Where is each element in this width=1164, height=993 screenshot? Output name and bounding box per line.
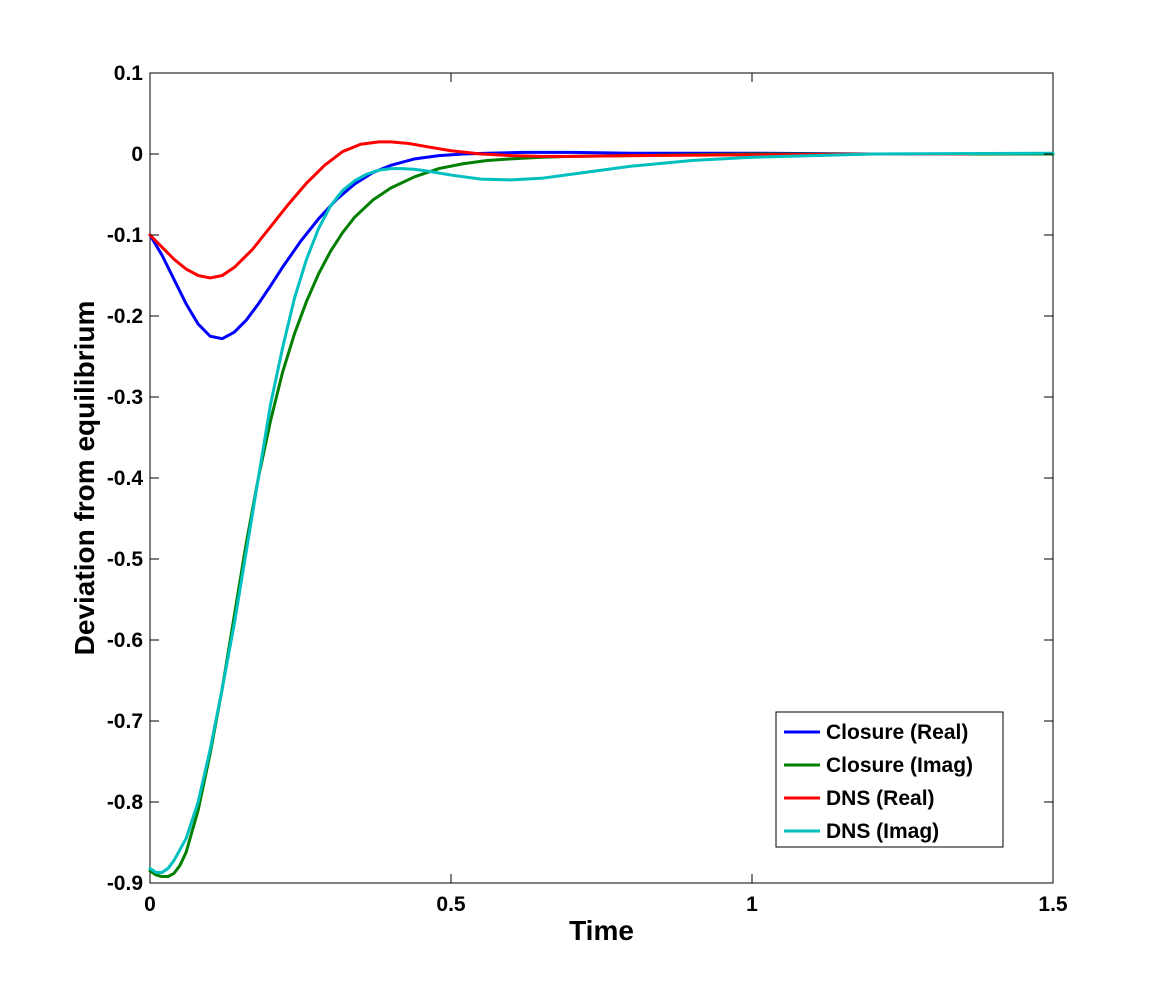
y-tick-label: -0.9 (107, 872, 143, 895)
x-tick-labels: 0 0.5 1 1.5 (144, 893, 1068, 916)
y-tick-label: -0.8 (107, 791, 144, 814)
legend-label: DNS (Real) (826, 787, 935, 810)
legend-item: DNS (Imag) (784, 820, 939, 843)
y-tick-label: -0.2 (107, 305, 143, 328)
y-tick-label: -0.3 (107, 386, 143, 409)
x-tick-label: 1 (746, 893, 758, 916)
legend-label: Closure (Real) (826, 721, 968, 744)
y-tick-label: -0.1 (107, 224, 144, 247)
legend-item: DNS (Real) (784, 787, 935, 810)
legend-item: Closure (Imag) (784, 754, 973, 777)
y-tick-label: 0.1 (114, 62, 144, 85)
legend-item: Closure (Real) (784, 721, 968, 744)
legend-label: Closure (Imag) (826, 754, 973, 777)
y-axis-label: Deviation from equilibrium (69, 301, 100, 656)
tick-marks (149, 72, 1054, 884)
series-line-4 (148, 151, 1055, 874)
y-tick-label: -0.6 (107, 629, 143, 652)
y-tick-label: -0.7 (107, 710, 143, 733)
x-tick-label: 0 (144, 893, 156, 916)
series-group (148, 140, 1055, 879)
y-tick-labels: 0.1 0 -0.1 -0.2 -0.3 -0.4 -0.5 -0.6 -0.7 -0.8 -0.9 (107, 62, 144, 895)
y-tick-label: -0.5 (107, 548, 144, 571)
legend-entries: Closure (Real) Closure (Imag) DNS (Real) DN… (784, 721, 973, 843)
series-line-3 (148, 140, 971, 280)
y-tick-label: 0 (131, 143, 143, 166)
legend-label: DNS (Imag) (826, 820, 939, 843)
y-tick-label: -0.4 (107, 467, 144, 490)
x-tick-label: 1.5 (1038, 893, 1068, 916)
x-tick-label: 0.5 (436, 893, 466, 916)
legend-box (775, 711, 1004, 848)
x-axis-label: Time (569, 915, 634, 946)
legend: Closure (Real) Closure (Imag) DNS (Real) DN… (775, 711, 1004, 848)
